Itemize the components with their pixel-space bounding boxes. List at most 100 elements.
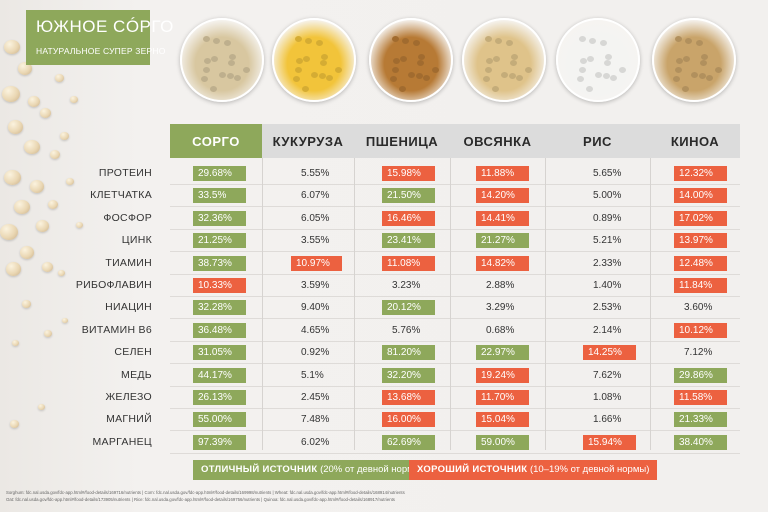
page-title: ЮЖНОЕ СÓРГО [36,17,174,36]
value-cell: 22.97% [476,345,529,361]
legend-excellent-label: ОТЛИЧНЫЙ ИСТОЧНИК [201,464,318,475]
sorghum-grain [30,180,44,193]
value-cell: 7.12% [684,347,713,359]
sorghum-grain [58,270,65,277]
title-badge: ЮЖНОЕ СÓРГО НАТУРАЛЬНОЕ СУПЕР ЗЕРНО [26,10,173,65]
value-cell: 32.28% [193,300,246,316]
value-cell: 38.40% [674,434,727,450]
value-cell: 6.05% [301,212,330,224]
value-cell: 5.1% [301,369,324,381]
legend-good-note: (10–19% от девной нормы) [529,464,650,475]
sorghum-grain [6,262,21,276]
value-cell: 14.00% [674,188,727,204]
value-cell: 13.68% [382,390,435,405]
value-cell: 21.25% [193,233,246,249]
corn-photo [272,18,356,102]
sorghum-grain [76,222,83,229]
value-cell: 16.46% [382,210,435,226]
value-cell: 5.55% [301,168,330,179]
quinoa-photo [652,18,736,102]
value-cell: 0.68% [486,324,515,336]
value-cell: 10.12% [674,322,727,338]
column-header-2: ПШЕНИЦА [354,124,450,158]
sorghum-grain [4,40,20,55]
value-cell: 13.97% [674,233,727,249]
value-cell: 3.60% [684,302,713,314]
column-header-1: КУКУРУЗА [262,124,354,158]
sorghum-grain [18,62,32,75]
row-label: МЕДЬ [121,368,152,381]
row-divider [170,184,740,185]
value-cell: 59.00% [476,434,529,450]
value-cell: 26.13% [193,390,246,405]
value-cell: 2.33% [593,257,622,269]
row-label: МАРГАНЕЦ [92,435,152,448]
value-cell: 1.40% [593,280,622,291]
value-cell: 38.73% [193,255,246,271]
value-cell: 97.39% [193,434,246,450]
value-cell: 31.05% [193,345,246,361]
value-cell: 12.48% [674,255,727,271]
legend-excellent-note: (20% от девной нормы) [320,464,424,475]
sorghum-grain [55,74,64,83]
sorghum-grain [24,140,40,155]
row-divider [170,408,740,409]
sorghum-grain [44,330,52,338]
value-cell: 7.48% [301,414,330,426]
sorghum-grain [28,96,40,107]
column-header-0: СОРГО [170,124,262,158]
value-cell: 5.76% [392,324,421,336]
value-cell: 4.65% [301,324,330,336]
row-label: ВИТАМИН B6 [81,323,152,336]
legend-good: ХОРОШИЙ ИСТОЧНИК (10–19% от девной нормы… [409,460,658,480]
sorghum-grain [36,220,49,232]
value-cell: 19.24% [476,367,529,383]
row-divider [170,452,740,454]
sorghum-photo [180,18,264,102]
value-cell: 29.86% [674,367,727,383]
value-cell: 5.65% [593,168,622,179]
value-cell: 32.20% [382,367,435,383]
column-divider [650,158,651,450]
row-divider [170,430,740,432]
sorghum-grain [2,86,20,103]
value-cell: 17.02% [674,210,727,226]
sorghum-grain [40,108,51,118]
sorghum-grain [22,300,31,309]
value-cell: 14.25% [583,345,636,361]
row-divider [170,273,740,275]
legend-good-label: ХОРОШИЙ ИСТОЧНИК [417,464,528,475]
column-divider [354,158,355,450]
column-divider [545,158,546,450]
value-cell: 11.58% [674,390,727,405]
value-cell: 0.92% [301,347,330,359]
sorghum-grain [50,150,60,159]
row-divider [170,251,740,253]
value-cell: 7.62% [593,369,622,381]
value-cell: 55.00% [193,412,246,428]
row-divider [170,340,740,342]
value-cell: 1.66% [593,414,622,426]
column-header-3: ОВСЯНКА [450,124,545,158]
value-cell: 11.08% [382,255,435,271]
value-cell: 15.04% [476,412,529,428]
value-cell: 21.27% [476,233,529,249]
value-cell: 14.20% [476,188,529,204]
value-cell: 33.5% [193,188,246,204]
value-cell: 14.41% [476,210,529,226]
value-cell: 14.82% [476,255,529,271]
value-cell: 3.23% [392,280,421,291]
row-label: КЛЕТЧАТКА [90,189,152,202]
value-cell: 44.17% [193,367,246,383]
sources-line-1: Sorghum: fdc.nal.usda.gov/fdc-app.html#/… [6,490,405,495]
value-cell: 21.33% [674,412,727,428]
value-cell: 2.14% [593,324,622,336]
value-cell: 5.00% [593,190,622,202]
row-label: ТИАМИН [105,256,152,269]
column-divider [450,158,451,450]
value-cell: 3.55% [301,235,330,247]
sorghum-grain [60,132,69,141]
row-label: НИАЦИН [105,301,152,314]
value-cell: 23.41% [382,233,435,249]
